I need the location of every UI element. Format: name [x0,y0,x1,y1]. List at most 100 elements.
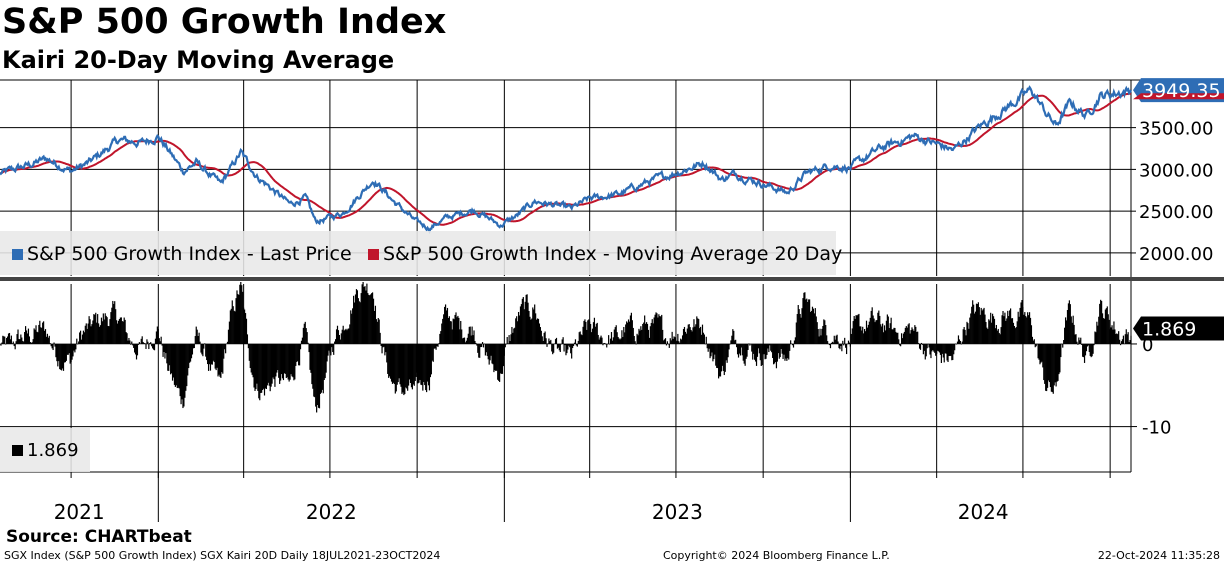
kairi-bar [87,323,89,344]
kairi-bar [164,343,166,359]
kairi-bar [554,339,557,344]
kairi-bar [311,343,313,385]
kairi-bar [909,333,911,344]
kairi-bar [711,343,713,353]
kairi-bar [487,343,489,360]
kairi-bar [1010,318,1013,344]
kairi-bar [122,321,124,344]
kairi-bar [1094,331,1096,344]
kairi-bar [453,319,455,344]
kairi-bar [970,313,972,344]
kairi-bar [397,343,399,383]
kairi-bar [521,298,523,344]
kairi-bar [656,313,658,344]
kairi-bar [534,304,536,344]
kairi-bar [146,339,148,344]
kairi-bar [535,313,537,344]
kairi-bar [143,342,145,344]
kairi-bar [386,343,388,363]
kairi-bar [724,343,726,372]
kairi-bar [984,314,986,344]
kairi-bar [318,343,321,409]
kairi-bar [861,330,863,344]
kairi-bar [559,343,561,352]
kairi-bar [1010,308,1012,344]
kairi-bar [486,343,488,356]
kairi-bar [956,341,959,344]
kairi-bar [288,343,290,382]
kairi-bar [34,329,36,344]
kairi-bar [557,343,559,348]
kairi-bar [806,298,808,344]
kairi-bar [1083,343,1086,363]
x-year-label: 2024 [958,500,1009,524]
kairi-bar [1119,339,1121,344]
kairi-bar [120,317,122,344]
kairi-bar [373,311,376,344]
kairi-bar [404,343,406,395]
kairi-bar [873,318,875,344]
kairi-bar [55,343,57,358]
kairi-bar [353,302,356,344]
kairi-bar [991,322,993,344]
kairi-bar [24,326,27,344]
kairi-bar [1008,316,1010,344]
kairi-bar [699,328,701,344]
kairi-bar [787,343,789,359]
kairi-bar [1026,317,1028,344]
kairi-bar [254,343,256,391]
kairi-bar [527,302,529,344]
kairi-bar [478,343,480,358]
kairi-bar [59,343,61,370]
kairi-bar [53,342,55,344]
kairi-bar [57,343,59,367]
kairi-bar [945,343,947,354]
kairi-bar [358,301,360,344]
kairi-bar [374,305,377,344]
kairi-bar [631,320,633,344]
kairi-bar [567,343,569,350]
kairi-bar [997,328,999,344]
kairi-bar [18,339,20,344]
kairi-bar [619,339,621,344]
kairi-bar [666,341,669,344]
kairi-bar [30,342,32,344]
kairi-bar [869,317,871,344]
kairi-bar [452,318,454,344]
kairi-bar [849,343,851,347]
kairi-bar [225,343,227,354]
kairi-bar [525,294,527,344]
kairi-bar [355,289,358,344]
kairi-bar [1101,313,1104,344]
kairi-bar [788,343,790,360]
kairi-bar [10,335,12,344]
kairi-bar [1042,343,1044,368]
kairi-bar [736,343,739,355]
kairi-bar [524,301,526,344]
kairi-bar [900,343,902,347]
kairi-bar [904,327,906,344]
kairi-bar [848,342,851,344]
kairi-bar [202,343,204,357]
kairi-bar [421,343,423,386]
kairi-bar [155,331,158,344]
kairi-bar [590,323,592,344]
kairi-bar [1047,343,1050,381]
kairi-bar [119,317,121,344]
legend-label-last-price: S&P 500 Growth Index - Last Price [27,243,352,265]
kairi-bar [330,343,332,356]
kairi-bar [1028,315,1030,344]
kairi-bar [410,343,413,388]
kairi-bar [1035,343,1037,347]
kairi-bar [180,343,182,405]
kairi-bar [464,342,467,344]
kairi-bar [754,343,756,360]
kairi-bar [422,343,424,391]
kairi-bar [189,343,191,363]
kairi-bar [735,339,737,344]
kairi-bar [417,343,419,384]
kairi-bar [480,343,483,347]
kairi-bar [937,343,939,351]
kairi-bar [8,332,11,344]
kairi-bar [906,327,908,344]
